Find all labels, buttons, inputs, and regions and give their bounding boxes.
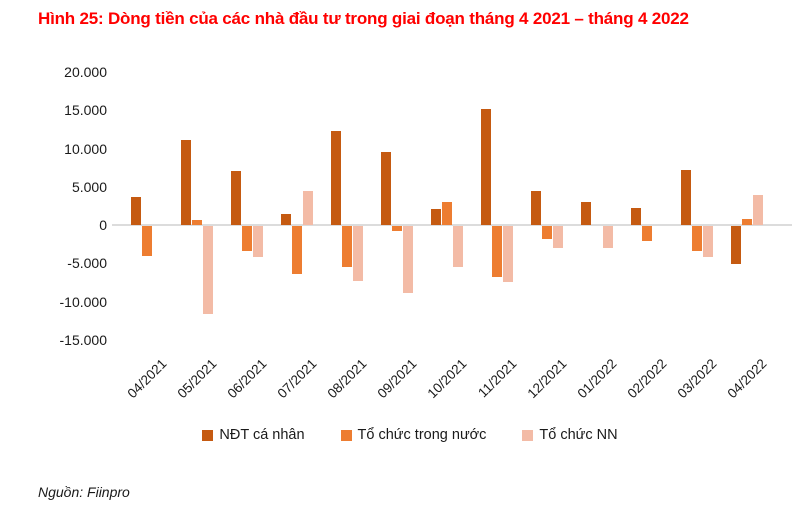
bar bbox=[403, 226, 413, 293]
legend-swatch-icon bbox=[202, 429, 214, 441]
bar bbox=[692, 226, 702, 252]
bar bbox=[431, 209, 441, 226]
bar bbox=[492, 226, 502, 277]
legend-swatch-icon bbox=[340, 429, 352, 441]
bar bbox=[181, 140, 191, 226]
y-tick-label: 10.000 bbox=[64, 140, 107, 157]
bar bbox=[642, 226, 652, 242]
zero-gridline bbox=[112, 224, 792, 227]
bar bbox=[381, 152, 391, 226]
plot-area bbox=[112, 72, 792, 340]
bar bbox=[453, 226, 463, 267]
bar bbox=[331, 130, 341, 226]
bar bbox=[292, 226, 302, 275]
y-tick-label: -5.000 bbox=[67, 255, 107, 272]
bar bbox=[353, 226, 363, 281]
source-note: Nguồn: Fiinpro bbox=[38, 484, 130, 500]
bar bbox=[742, 219, 752, 226]
legend-label: NĐT cá nhân bbox=[219, 427, 305, 443]
legend-swatch-icon bbox=[522, 429, 534, 441]
y-tick-label: -15.000 bbox=[59, 332, 107, 348]
bar bbox=[231, 170, 241, 226]
legend-label: Tổ chức trong nước bbox=[357, 427, 487, 443]
y-tick-label: 0 bbox=[99, 217, 107, 234]
bar bbox=[342, 226, 352, 267]
bar bbox=[142, 226, 152, 256]
bar bbox=[392, 226, 402, 231]
bar bbox=[303, 191, 313, 226]
y-tick-label: -10.000 bbox=[59, 293, 107, 310]
bar bbox=[531, 190, 541, 226]
bar bbox=[542, 226, 552, 240]
bar bbox=[203, 226, 213, 315]
bar bbox=[242, 226, 252, 252]
bar bbox=[753, 195, 763, 226]
legend-item: NĐT cá nhân bbox=[202, 427, 305, 443]
bar bbox=[281, 213, 291, 226]
bar bbox=[131, 196, 141, 226]
bar bbox=[442, 202, 452, 226]
bar bbox=[603, 226, 613, 249]
y-tick-label: 15.000 bbox=[64, 102, 107, 119]
bar bbox=[681, 170, 691, 226]
bar bbox=[192, 219, 202, 226]
legend-item: Tổ chức NN bbox=[522, 427, 618, 443]
legend: NĐT cá nhân Tổ chức trong nước Tổ chức NN bbox=[60, 427, 760, 443]
bar bbox=[503, 226, 513, 283]
bar bbox=[631, 208, 641, 226]
bar bbox=[731, 226, 741, 264]
bar bbox=[703, 226, 713, 257]
y-tick-label: 20.000 bbox=[64, 64, 107, 80]
bar bbox=[581, 202, 591, 226]
bar bbox=[481, 108, 491, 226]
chart-title: Hình 25: Dòng tiền của các nhà đầu tư tr… bbox=[38, 9, 689, 28]
legend-label: Tổ chức NN bbox=[539, 427, 618, 443]
bar bbox=[553, 226, 563, 249]
y-tick-label: 5.000 bbox=[71, 178, 107, 195]
legend-item: Tổ chức trong nước bbox=[340, 427, 487, 443]
bar bbox=[253, 226, 263, 257]
